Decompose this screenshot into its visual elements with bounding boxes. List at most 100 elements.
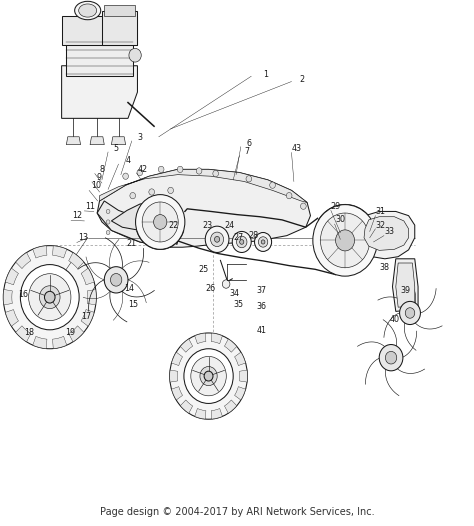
Text: 14: 14 <box>124 284 134 293</box>
Circle shape <box>237 236 247 248</box>
Circle shape <box>129 48 141 62</box>
Text: 40: 40 <box>389 315 400 325</box>
Text: 13: 13 <box>78 233 88 242</box>
Circle shape <box>204 371 213 381</box>
Text: 34: 34 <box>229 289 239 298</box>
Polygon shape <box>90 137 104 145</box>
Circle shape <box>45 291 55 303</box>
Text: 43: 43 <box>292 144 302 153</box>
Text: 31: 31 <box>375 207 385 216</box>
Circle shape <box>313 205 377 276</box>
Text: 30: 30 <box>335 215 346 225</box>
Text: 12: 12 <box>72 211 82 220</box>
Circle shape <box>379 345 403 371</box>
Circle shape <box>286 193 292 199</box>
Text: 11: 11 <box>85 201 95 211</box>
Text: 36: 36 <box>256 301 267 311</box>
Circle shape <box>110 274 122 286</box>
Polygon shape <box>170 370 178 382</box>
Circle shape <box>106 209 110 214</box>
Text: 17: 17 <box>81 312 91 321</box>
Circle shape <box>200 367 217 386</box>
Polygon shape <box>195 333 206 343</box>
Polygon shape <box>180 339 192 352</box>
Circle shape <box>104 267 128 293</box>
Text: 8: 8 <box>100 165 104 174</box>
Polygon shape <box>69 252 84 269</box>
Polygon shape <box>239 370 247 382</box>
Circle shape <box>232 231 251 252</box>
Text: 25: 25 <box>199 265 209 274</box>
Polygon shape <box>33 246 47 258</box>
Text: 9: 9 <box>96 173 101 183</box>
Polygon shape <box>97 169 310 247</box>
Circle shape <box>123 173 128 179</box>
Polygon shape <box>53 336 67 349</box>
Text: 42: 42 <box>138 165 148 174</box>
Circle shape <box>213 170 219 177</box>
Circle shape <box>214 237 219 242</box>
Polygon shape <box>111 137 126 145</box>
Polygon shape <box>211 333 222 343</box>
Circle shape <box>270 182 275 188</box>
Polygon shape <box>111 201 168 230</box>
Polygon shape <box>16 326 31 342</box>
Text: 15: 15 <box>128 299 139 309</box>
Circle shape <box>142 202 178 242</box>
Circle shape <box>255 232 272 251</box>
Polygon shape <box>225 400 237 413</box>
Text: 29: 29 <box>330 201 341 211</box>
Circle shape <box>301 203 306 209</box>
Polygon shape <box>180 400 192 413</box>
Polygon shape <box>97 201 154 245</box>
Text: 21: 21 <box>127 238 137 248</box>
Circle shape <box>170 333 247 419</box>
Circle shape <box>205 226 229 252</box>
Circle shape <box>196 168 202 174</box>
Polygon shape <box>364 217 409 250</box>
Text: 33: 33 <box>384 227 395 236</box>
Polygon shape <box>359 211 415 259</box>
Text: 27: 27 <box>234 233 244 242</box>
Polygon shape <box>53 246 67 258</box>
Circle shape <box>405 308 415 318</box>
Text: 26: 26 <box>205 284 216 293</box>
Polygon shape <box>225 339 237 352</box>
Polygon shape <box>66 34 133 76</box>
Polygon shape <box>104 5 135 16</box>
Polygon shape <box>172 352 182 366</box>
Polygon shape <box>62 66 137 118</box>
Circle shape <box>39 286 60 309</box>
Text: 3: 3 <box>137 133 142 143</box>
Text: 16: 16 <box>18 290 28 299</box>
Circle shape <box>106 220 110 224</box>
Text: 23: 23 <box>202 220 213 230</box>
Polygon shape <box>396 263 415 307</box>
Text: 7: 7 <box>244 147 249 156</box>
Polygon shape <box>69 326 84 342</box>
Text: 37: 37 <box>256 286 267 295</box>
Polygon shape <box>211 409 222 419</box>
Circle shape <box>222 280 230 288</box>
Circle shape <box>28 274 71 321</box>
Text: 32: 32 <box>375 220 385 230</box>
Polygon shape <box>392 259 418 311</box>
Polygon shape <box>195 409 206 419</box>
Circle shape <box>258 237 268 247</box>
Polygon shape <box>102 11 137 45</box>
Text: 28: 28 <box>248 231 258 240</box>
Text: Page design © 2004-2017 by ARI Network Services, Inc.: Page design © 2004-2017 by ARI Network S… <box>100 507 374 517</box>
Circle shape <box>137 169 143 176</box>
Circle shape <box>191 357 226 396</box>
Text: 41: 41 <box>256 326 267 335</box>
Circle shape <box>210 232 224 247</box>
Circle shape <box>400 301 420 325</box>
Polygon shape <box>235 352 246 366</box>
Circle shape <box>168 187 173 194</box>
Polygon shape <box>235 387 246 400</box>
Polygon shape <box>81 268 94 285</box>
Text: 35: 35 <box>234 299 244 309</box>
Circle shape <box>385 351 397 364</box>
Polygon shape <box>172 387 182 400</box>
Text: 6: 6 <box>246 138 251 148</box>
